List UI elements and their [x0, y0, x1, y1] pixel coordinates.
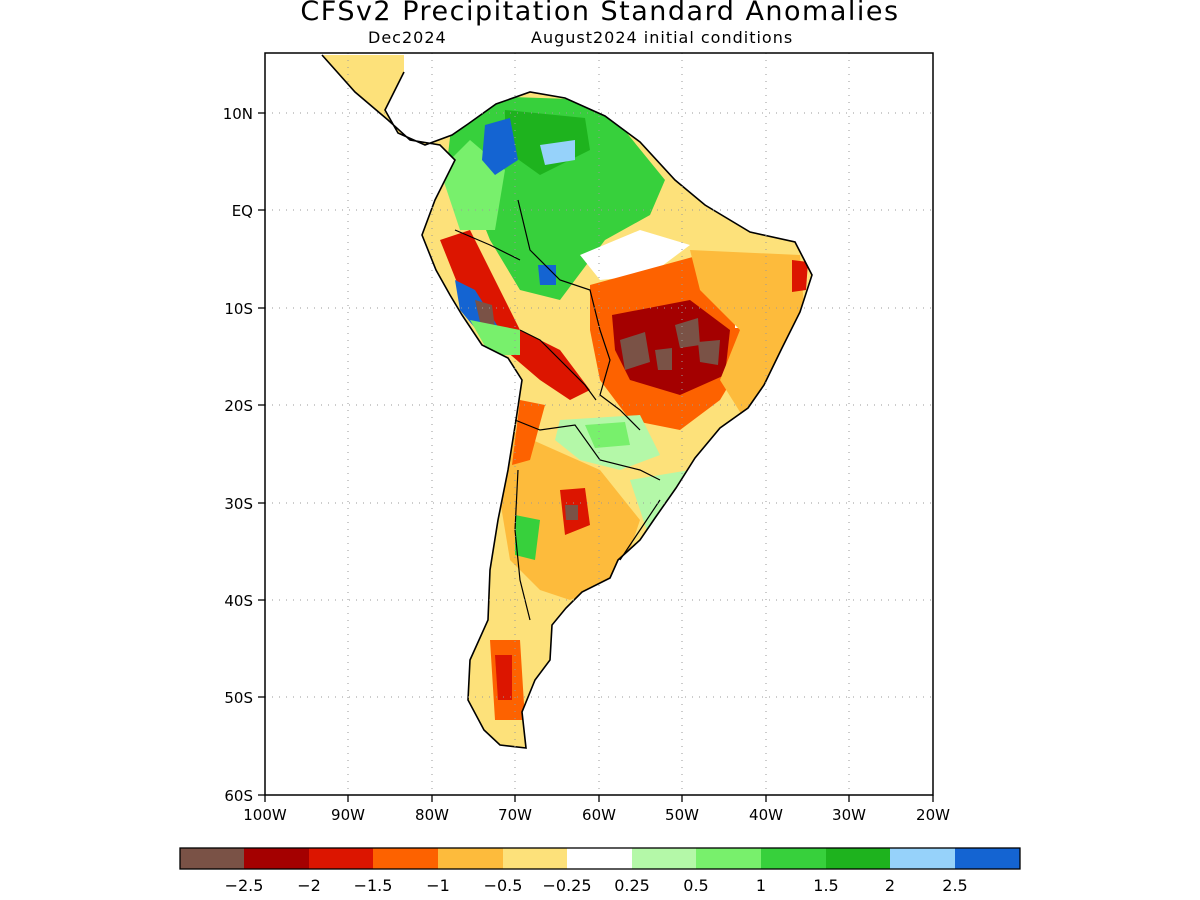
colorbar-swatch-3 — [309, 848, 373, 869]
colorbar-swatch-10 — [761, 848, 826, 869]
lat-label-50s: 50S — [224, 689, 253, 707]
colorbar-label-1: −2.5 — [225, 876, 264, 895]
lon-label-30w: 30W — [832, 806, 866, 824]
country-borders — [454, 199, 661, 621]
colorbar-label-7: 0.25 — [614, 876, 650, 895]
colorbar-swatch-8 — [632, 848, 696, 869]
lon-label-60w: 60W — [582, 806, 616, 824]
colorbar-swatch-1 — [180, 848, 244, 869]
colorbar-swatch-2 — [244, 848, 309, 869]
lat-label-20s: 20S — [224, 397, 253, 415]
colorbar-label-2: −2 — [297, 876, 321, 895]
colorbar-label-12: 2.5 — [942, 876, 967, 895]
lat-label-10n: 10N — [223, 105, 253, 123]
colorbar — [179, 847, 1021, 870]
colorbar-label-3: −1.5 — [354, 876, 393, 895]
colorbar-label-8: 0.5 — [683, 876, 708, 895]
colorbar-label-5: −0.5 — [484, 876, 523, 895]
colorbar-swatch-13 — [955, 848, 1020, 869]
lat-label-eq: EQ — [232, 202, 253, 220]
colorbar-swatch-5 — [438, 848, 503, 869]
colorbar-swatch-7 — [567, 848, 632, 869]
lon-label-100w: 100W — [243, 806, 287, 824]
colorbar-label-9: 1 — [756, 876, 766, 895]
colorbar-frame — [179, 847, 1021, 870]
colorbar-label-4: −1 — [426, 876, 450, 895]
lon-label-90w: 90W — [331, 806, 365, 824]
colorbar-swatch-11 — [826, 848, 890, 869]
colorbar-swatch-4 — [373, 848, 438, 869]
lon-label-80w: 80W — [415, 806, 449, 824]
lat-label-10s: 10S — [224, 300, 253, 318]
colorbar-label-11: 2 — [885, 876, 895, 895]
colorbar-swatch-12 — [890, 848, 955, 869]
map-title: CFSv2 Precipitation Standard Anomalies — [300, 0, 900, 27]
colorbar-label-10: 1.5 — [813, 876, 838, 895]
coastline — [321, 54, 813, 749]
forecast-month: Dec2024 — [368, 28, 447, 47]
lon-label-50w: 50W — [665, 806, 699, 824]
lon-label-40w: 40W — [749, 806, 783, 824]
lat-label-40s: 40S — [224, 592, 253, 610]
lon-label-70w: 70W — [498, 806, 532, 824]
initial-conditions: August2024 initial conditions — [531, 28, 794, 47]
axis-ticks — [258, 112, 934, 802]
colorbar-label-6: −0.25 — [542, 876, 591, 895]
colorbar-swatch-9 — [696, 848, 761, 869]
lon-label-20w: 20W — [916, 806, 950, 824]
colorbar-swatch-6 — [503, 848, 567, 869]
lat-label-60s: 60S — [224, 787, 253, 805]
graticule — [265, 53, 933, 795]
lat-label-30s: 30S — [224, 495, 253, 513]
